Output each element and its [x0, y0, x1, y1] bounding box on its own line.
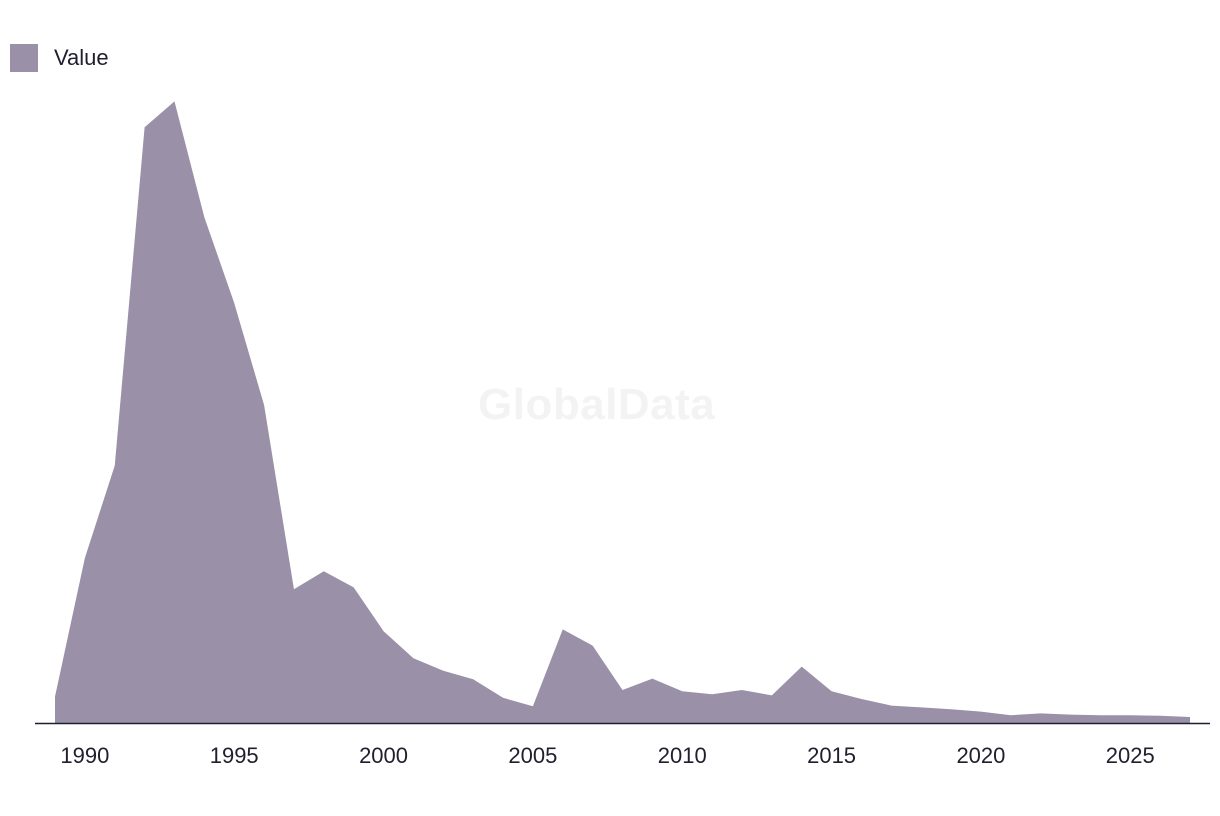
legend: Value: [10, 44, 109, 72]
area-series-0: [55, 101, 1190, 723]
watermark: GlobalData: [478, 380, 716, 429]
x-tick-label: 2005: [508, 743, 557, 768]
legend-swatch: [10, 44, 38, 72]
x-tick-label: 2000: [359, 743, 408, 768]
x-tick-label: 2020: [956, 743, 1005, 768]
x-tick-label: 2025: [1106, 743, 1155, 768]
legend-label: Value: [54, 45, 109, 70]
x-tick-label: 2010: [658, 743, 707, 768]
x-tick-label: 1990: [60, 743, 109, 768]
x-tick-label: 1995: [210, 743, 259, 768]
x-tick-label: 2015: [807, 743, 856, 768]
